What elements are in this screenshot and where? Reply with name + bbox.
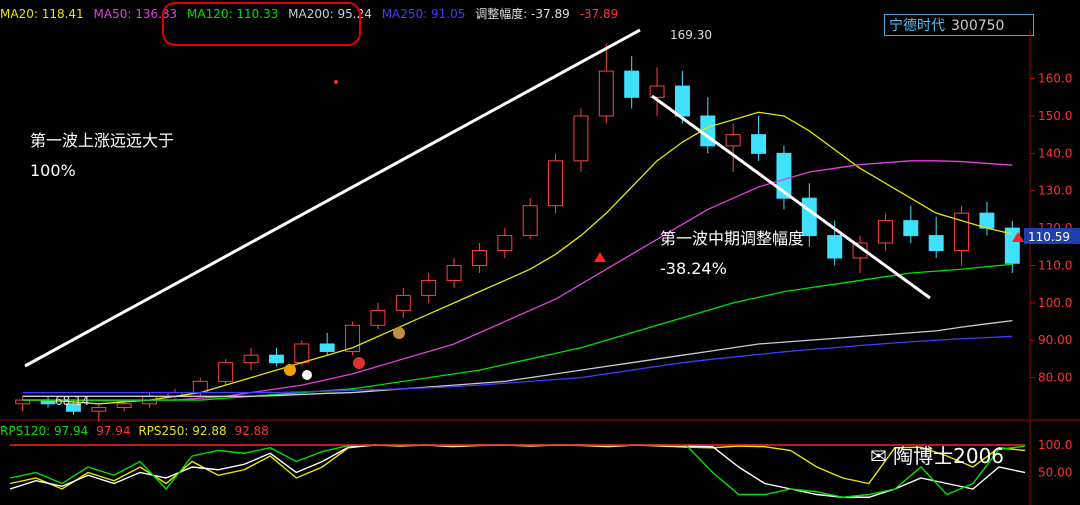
y-tick-label: 80.00 bbox=[1038, 371, 1072, 385]
ma250-label: MA250: 91.05 bbox=[381, 7, 466, 21]
event-icon bbox=[393, 327, 405, 339]
candle-body bbox=[928, 235, 944, 252]
y-tick-label: 100.0 bbox=[1038, 296, 1072, 310]
ma50-label: MA50: 136.83 bbox=[93, 7, 178, 21]
ma200-line bbox=[22, 320, 1013, 397]
candle-body bbox=[421, 279, 437, 296]
price-tag: 110.59 bbox=[1028, 230, 1070, 244]
candle-body bbox=[573, 115, 589, 162]
event-icon bbox=[284, 364, 296, 376]
candle-body bbox=[65, 403, 81, 412]
rps-panel bbox=[9, 444, 1026, 498]
y-tick-label: 150.0 bbox=[1038, 109, 1072, 123]
candle-body bbox=[345, 324, 361, 352]
candle-body bbox=[116, 403, 132, 409]
candle-body bbox=[268, 354, 284, 364]
first-wave-line2: 100% bbox=[30, 161, 76, 180]
y-tick-label: 160.0 bbox=[1038, 72, 1072, 86]
candle-body bbox=[243, 354, 259, 364]
candles-group bbox=[15, 43, 1020, 422]
candle-body bbox=[522, 205, 538, 237]
mid-adjust-line2: -38.24% bbox=[660, 259, 727, 278]
candle-body bbox=[91, 407, 107, 412]
rps250-label: RPS250: 92.88 bbox=[138, 424, 227, 438]
first-wave-annotation: 第一波上涨远远大于 100% bbox=[30, 126, 174, 186]
candle-body bbox=[801, 197, 817, 237]
up-triangle-marker bbox=[594, 252, 606, 262]
ma120-label: MA120: 110.33 bbox=[187, 7, 279, 21]
watermark: ✉ 陶博士2006 bbox=[870, 440, 1004, 469]
candle-body bbox=[674, 85, 690, 117]
mid-adjust-line1: 第一波中期调整幅度 bbox=[660, 229, 805, 248]
candle-body bbox=[649, 85, 665, 98]
candle-body bbox=[725, 134, 741, 147]
candle-body bbox=[370, 309, 386, 326]
ma20-label: MA20: 118.41 bbox=[0, 7, 84, 21]
rps120-label: RPS120: 97.94 bbox=[0, 424, 89, 438]
candle-body bbox=[294, 343, 310, 364]
stock-name: 宁德时代 bbox=[889, 18, 945, 34]
y-tick-label: 140.0 bbox=[1038, 146, 1072, 160]
candle-body bbox=[624, 70, 640, 98]
ma20-line bbox=[22, 111, 1013, 405]
candle-body bbox=[954, 212, 970, 252]
candle-body bbox=[548, 160, 564, 207]
rps120-value: 97.94 bbox=[96, 424, 131, 438]
y-axis-ticks: 160.0150.0140.0130.0120.0110.0100.090.00… bbox=[1030, 72, 1072, 385]
low-label: 68.14 bbox=[55, 394, 89, 408]
candle-body bbox=[751, 134, 767, 154]
y-tick-label: 90.00 bbox=[1038, 333, 1072, 347]
candle-body bbox=[218, 362, 234, 382]
amplitude-label: 调整幅度: -37.89 bbox=[475, 7, 570, 21]
price-tag-box bbox=[1024, 228, 1080, 244]
ma120-line bbox=[22, 263, 1013, 401]
y-tick-label: 110.0 bbox=[1038, 258, 1072, 272]
candle-body bbox=[319, 343, 335, 352]
candle-body bbox=[903, 220, 919, 237]
ma50-line bbox=[22, 160, 1013, 402]
lower-y-tick-label: 100.0 bbox=[1038, 438, 1072, 452]
stock-title-box[interactable]: 宁德时代 300750 bbox=[884, 14, 1034, 36]
mid-adjust-annotation: 第一波中期调整幅度 -38.24% bbox=[660, 224, 804, 284]
y-tick-label: 130.0 bbox=[1038, 184, 1072, 198]
wechat-icon: ✉ bbox=[870, 444, 887, 468]
candle-body bbox=[776, 152, 792, 199]
high-label: 169.30 bbox=[670, 28, 712, 42]
rps250-value: 92.88 bbox=[234, 424, 269, 438]
candle-body bbox=[497, 235, 513, 252]
candle-body bbox=[471, 250, 487, 266]
candle-body bbox=[598, 70, 614, 117]
legend-highlight-ring bbox=[162, 2, 361, 46]
first-wave-line1: 第一波上涨远远大于 bbox=[30, 131, 175, 150]
price-marker-triangle bbox=[1012, 232, 1024, 242]
stock-code: 300750 bbox=[951, 18, 1005, 34]
uptrend-line bbox=[24, 28, 641, 368]
watermark-text: 陶博士2006 bbox=[893, 444, 1005, 468]
lower-y-ticks: 100.0 50.00 bbox=[1038, 438, 1072, 480]
candle-body bbox=[395, 294, 411, 311]
red-dot bbox=[334, 80, 338, 84]
downtrend-line bbox=[651, 94, 931, 300]
candle-body bbox=[827, 235, 843, 259]
rps-legend: RPS120: 97.94 97.94 RPS250: 92.88 92.88 bbox=[0, 424, 273, 438]
lower-y-tick-label: 50.00 bbox=[1038, 466, 1072, 480]
event-icon bbox=[302, 370, 312, 380]
candle-body bbox=[446, 264, 462, 281]
amplitude-value: -37.89 bbox=[579, 7, 619, 21]
candle-body bbox=[979, 212, 995, 229]
ma250-line bbox=[22, 335, 1013, 394]
ma200-label: MA200: 95.24 bbox=[288, 7, 372, 21]
event-icon bbox=[353, 357, 365, 369]
ma-lines-group bbox=[22, 111, 1013, 405]
candle-body bbox=[877, 220, 893, 244]
ma-legend: MA20: 118.41 MA50: 136.83 MA120: 110.33 … bbox=[0, 5, 624, 25]
